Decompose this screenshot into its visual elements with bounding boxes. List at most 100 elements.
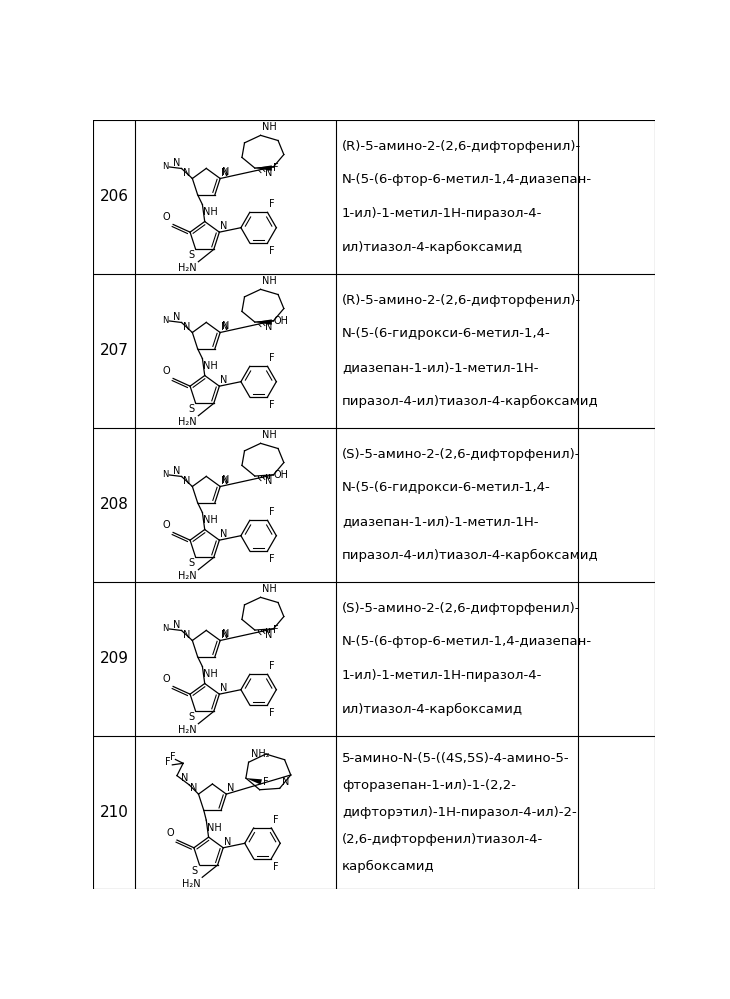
Text: N: N [227,783,234,793]
Text: O: O [163,674,170,684]
Text: N: N [183,476,191,486]
Text: F: F [269,554,274,564]
Text: N: N [221,168,228,178]
Text: F: F [273,862,279,872]
Text: F: F [269,400,274,411]
Text: S: S [192,866,198,876]
Text: S: S [188,712,194,722]
Text: N: N [183,629,191,639]
Text: N: N [221,476,228,486]
Text: NH: NH [203,361,218,371]
Text: N: N [220,376,228,386]
Text: H₂N: H₂N [178,725,197,735]
Text: NH: NH [262,122,277,132]
Text: F: F [269,661,274,671]
Text: NH: NH [203,669,218,679]
Text: N: N [174,619,181,629]
Text: S: S [188,558,194,568]
Text: пиразол-4-ил)тиазол-4-карбоксамид: пиразол-4-ил)тиазол-4-карбоксамид [342,549,599,562]
Text: карбоксамид: карбоксамид [342,860,434,873]
Polygon shape [255,320,272,325]
Text: F: F [273,625,279,635]
Text: F: F [269,246,274,256]
Text: N: N [265,477,273,487]
Text: 206: 206 [100,190,128,205]
Text: N-(5-(6-фтор-6-метил-1,4-диазепан-: N-(5-(6-фтор-6-метил-1,4-диазепан- [342,635,592,648]
Text: ил)тиазол-4-карбоксамид: ил)тиазол-4-карбоксамид [342,703,523,716]
Text: N: N [222,167,229,177]
Text: S: S [188,250,194,260]
Text: N: N [221,629,228,639]
Text: (R)-5-амино-2-(2,6-дифторфенил)-: (R)-5-амино-2-(2,6-дифторфенил)- [342,140,581,153]
Text: N: N [181,773,188,783]
Text: N: N [174,466,181,476]
Text: N: N [162,317,169,326]
Text: 210: 210 [100,805,128,820]
Text: N: N [224,837,231,847]
Text: H₂N: H₂N [182,879,201,889]
Text: 209: 209 [100,651,128,666]
Text: NH: NH [203,207,218,217]
Polygon shape [246,778,262,784]
Text: 208: 208 [100,498,128,512]
Text: N: N [162,471,169,480]
Text: N: N [220,222,228,232]
Text: пиразол-4-ил)тиазол-4-карбоксамид: пиразол-4-ил)тиазол-4-карбоксамид [342,396,599,409]
Text: O: O [163,520,170,530]
Text: 1-ил)-1-метил-1Н-пиразол-4-: 1-ил)-1-метил-1Н-пиразол-4- [342,208,542,221]
Text: N: N [174,312,181,322]
Text: 5-амино-N-(5-((4S,5S)-4-амино-5-: 5-амино-N-(5-((4S,5S)-4-амино-5- [342,752,569,765]
Text: NH: NH [207,822,222,832]
Text: N: N [265,323,273,333]
Text: (S)-5-амино-2-(2,6-дифторфенил)-: (S)-5-амино-2-(2,6-дифторфенил)- [342,601,580,614]
Polygon shape [255,166,272,171]
Text: F: F [269,354,274,364]
Text: N: N [190,783,197,793]
Text: F: F [263,777,269,787]
Text: N: N [222,475,229,485]
Text: N: N [222,321,229,331]
Text: H₂N: H₂N [178,571,197,581]
Text: дифторэтил)-1Н-пиразол-4-ил)-2-: дифторэтил)-1Н-пиразол-4-ил)-2- [342,806,577,819]
Text: N: N [183,168,191,178]
Text: O: O [163,367,170,377]
Text: O: O [166,828,174,838]
Text: F: F [269,708,274,718]
Text: H₂N: H₂N [178,264,197,274]
Text: N-(5-(6-фтор-6-метил-1,4-диазепан-: N-(5-(6-фтор-6-метил-1,4-диазепан- [342,174,592,187]
Text: N: N [220,529,228,539]
Text: 1-ил)-1-метил-1Н-пиразол-4-: 1-ил)-1-метил-1Н-пиразол-4- [342,669,542,682]
Text: F: F [273,163,279,173]
Text: диазепан-1-ил)-1-метил-1Н-: диазепан-1-ил)-1-метил-1Н- [342,515,538,528]
Text: NH₂: NH₂ [251,749,269,759]
Text: (2,6-дифторфенил)тиазол-4-: (2,6-дифторфенил)тиазол-4- [342,833,543,846]
Text: 207: 207 [100,344,128,359]
Text: H₂N: H₂N [178,418,197,428]
Text: N: N [174,158,181,168]
Text: N: N [220,683,228,693]
Text: N: N [222,629,229,639]
Text: S: S [188,405,194,415]
Text: N: N [265,168,273,179]
Text: N-(5-(6-гидрокси-6-метил-1,4-: N-(5-(6-гидрокси-6-метил-1,4- [342,482,550,495]
Text: фторазепан-1-ил)-1-(2,2-: фторазепан-1-ил)-1-(2,2- [342,779,516,792]
Text: N: N [183,322,191,332]
Text: F: F [170,752,175,762]
Text: ил)тиазол-4-карбоксамид: ил)тиазол-4-карбоксамид [342,241,523,254]
Text: F: F [165,757,171,767]
Text: OH: OH [273,317,288,327]
Text: N: N [162,624,169,633]
Text: OH: OH [273,471,288,481]
Text: N-(5-(6-гидрокси-6-метил-1,4-: N-(5-(6-гидрокси-6-метил-1,4- [342,328,550,341]
Text: NH: NH [262,277,277,287]
Text: F: F [269,507,274,517]
Text: F: F [273,815,279,825]
Text: N: N [162,163,169,172]
Text: O: O [163,212,170,222]
Text: NH: NH [262,431,277,441]
Text: NH: NH [262,584,277,594]
Text: N: N [282,777,289,787]
Text: N: N [265,630,273,640]
Text: NH: NH [203,514,218,524]
Text: диазепан-1-ил)-1-метил-1Н-: диазепан-1-ил)-1-метил-1Н- [342,362,538,375]
